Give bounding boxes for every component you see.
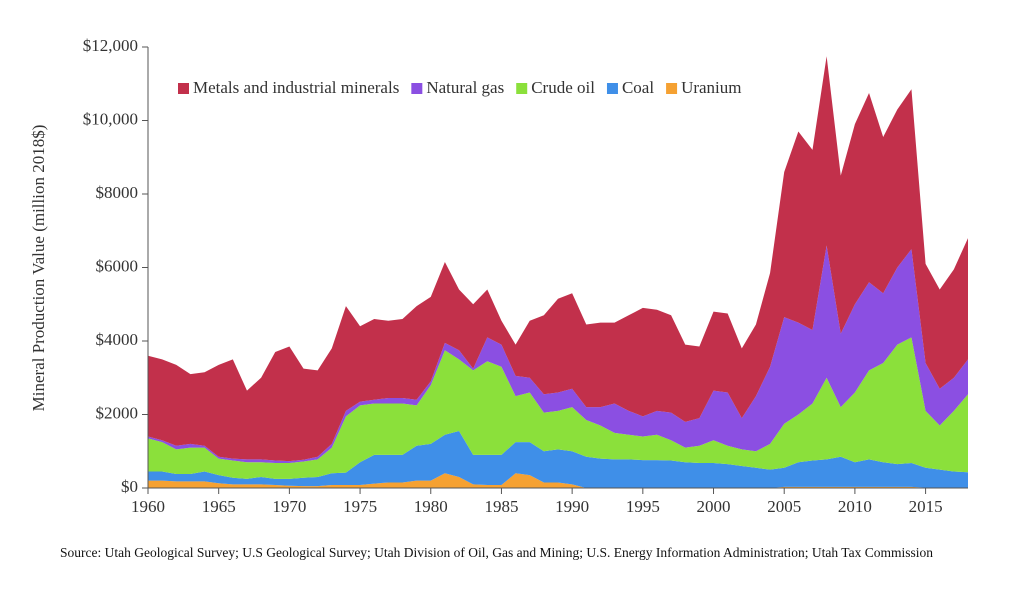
legend-swatch: [606, 83, 618, 94]
y-tick-label: $0: [121, 477, 138, 496]
x-tick-label: 1995: [626, 497, 660, 516]
y-tick-label: $4000: [96, 330, 139, 349]
y-tick-label: $8000: [96, 183, 139, 202]
x-tick-label: 2010: [838, 497, 872, 516]
area: [148, 431, 968, 488]
legend-label: Coal: [622, 78, 654, 97]
legend-label: Uranium: [681, 78, 741, 97]
x-tick-label: 1975: [343, 497, 377, 516]
x-tick-label: 1985: [484, 497, 518, 516]
area: [148, 245, 968, 464]
legend-swatch: [666, 83, 678, 94]
x-tick-label: 2015: [909, 497, 943, 516]
x-tick-label: 1960: [131, 497, 165, 516]
y-tick-label: $6000: [96, 256, 139, 275]
area: [148, 473, 968, 488]
x-tick-label: 1970: [272, 497, 306, 516]
y-tick-label: $10,000: [83, 109, 138, 128]
area: [148, 337, 968, 479]
y-tick-label: $2000: [96, 403, 139, 422]
legend-label: Natural gas: [426, 78, 504, 97]
x-tick-label: 1965: [202, 497, 236, 516]
legend-label: Metals and industrial minerals: [193, 78, 399, 97]
source-note: Source: Utah Geological Survey; U.S Geol…: [60, 545, 933, 560]
legend-swatch: [178, 83, 189, 94]
legend-swatch: [411, 83, 423, 94]
x-tick-label: 1990: [555, 497, 589, 516]
y-axis-label: Mineral Production Value (million 2018$): [29, 125, 48, 412]
x-tick-label: 1980: [414, 497, 448, 516]
legend-label: Crude oil: [531, 78, 595, 97]
x-tick-label: 2000: [697, 497, 731, 516]
legend-swatch: [516, 83, 528, 94]
x-tick-label: 2005: [767, 497, 801, 516]
y-tick-label: $12,000: [83, 36, 138, 55]
area: [148, 56, 968, 462]
